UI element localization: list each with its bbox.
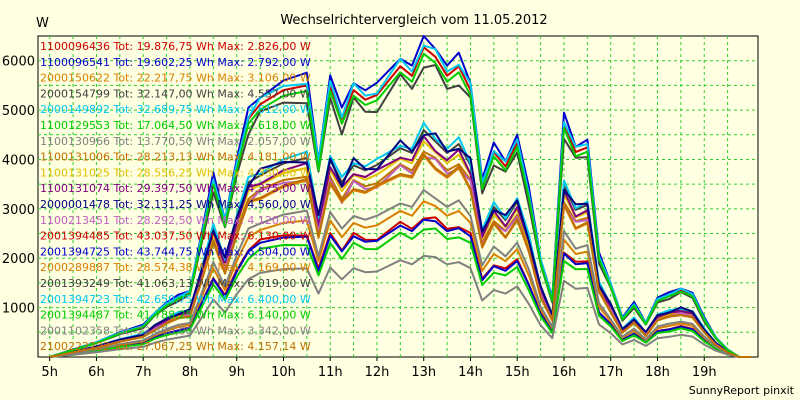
series-line-6 [49,227,751,358]
x-tick-label: 13h [411,365,436,380]
x-tick-label: 14h [458,365,483,380]
grid [37,35,759,358]
legend-entry-9: 1100131025 Tot: 28.556,25 Wh Max: 4.330,… [40,166,311,179]
legend-entry-18: 2001394487 Tot: 41.788,25 Wh Max: 6.140,… [40,309,311,322]
series-line-19 [49,189,751,358]
legend-entry-16: 2001393249 Tot: 41.063,13 Wh Max: 6.019,… [40,277,311,290]
legend-entry-12: 1100213451 Tot: 28.292,50 Wh Max: 4.120,… [40,214,311,227]
x-tick-label: 11h [318,365,343,380]
x-tick-label: 19h [692,365,717,380]
y-axis-unit: W [36,16,49,31]
legend-entry-5: 2000149892 Tot: 32.689,75 Wh Max: 4.612,… [40,103,311,116]
x-tick-label: 15h [505,365,530,380]
series-line-7 [49,254,751,358]
y-tick-label: 2000 [2,252,35,267]
x-tick-label: 18h [645,365,670,380]
x-tick-label: 17h [598,365,623,380]
legend-entry-11: 2000001478 Tot: 32.131,25 Wh Max: 4.560,… [40,198,311,211]
x-tick-label: 16h [552,365,577,380]
x-tick-label: 12h [365,365,390,380]
legend-entry-7: 1100130966 Tot: 13.770,50 Wh Max: 2.057,… [40,135,311,148]
chart-title: Wechselrichtervergleich vom 11.05.2012 [280,13,547,28]
axes: 1000 2000 3000 4000 5000 6000 5h 6h 7h 8h 9h 10h 11h… [2,55,717,380]
y-tick-label: 1000 [2,302,35,317]
series-line-11 [49,132,751,358]
x-tick-label: 7h [135,365,152,380]
x-tick-label: 10h [271,365,296,380]
legend-entry-13: 2001394485 Tot: 43.037,50 Wh Max: 6.130,… [40,230,311,243]
legend-entry-10: 1100131074 Tot: 29.397,50 Wh Max: 4.375,… [40,182,311,195]
legend-entry-6: 1100129553 Tot: 17.064,50 Wh Max: 2.618,… [40,119,311,132]
legend-entry-1: 1100096436 Tot: 19.876,75 Wh Max: 2.826,… [40,40,311,53]
y-tick-label: 6000 [2,55,35,70]
legend: 1100096436 Tot: 19.876,75 Wh Max: 2.826,… [40,40,311,353]
legend-entry-8: 1100131006 Tot: 28.213,13 Wh Max: 4.181,… [40,151,311,164]
legend-entry-4: 2000154799 Tot: 32.147,00 Wh Max: 4.557,… [40,87,311,100]
legend-entry-14: 2001394725 Tot: 43.744,75 Wh Max: 6.504,… [40,245,311,258]
plot-area [37,35,759,358]
credit-label: SunnyReport pinxit [689,384,795,397]
y-tick-label: 4000 [2,153,35,168]
y-tick-label: 3000 [2,203,35,218]
legend-entry-2: 1100096541 Tot: 19.602,25 Wh Max: 2.792,… [40,56,311,69]
x-tick-label: 6h [88,365,105,380]
legend-entry-15: 2000289887 Tot: 28.574,38 Wh Max: 4.169,… [40,261,311,274]
y-tick-label: 5000 [2,104,35,119]
legend-entry-19: 2001102358 Tot: 22.400,00 Wh Max: 3.342,… [40,324,311,337]
x-tick-label: 9h [228,365,245,380]
legend-entry-3: 2000150622 Tot: 22.217,75 Wh Max: 3.106,… [40,72,311,85]
series-line-18 [49,52,751,358]
x-tick-label: 5h [41,365,58,380]
legend-entry-20: 2100222222 Tot: 27.067,25 Wh Max: 4.157,… [40,340,311,353]
x-tick-label: 8h [182,365,199,380]
series-lines [49,35,751,358]
legend-entry-17: 2001394723 Tot: 42.650,75 Wh Max: 6.400,… [40,293,311,306]
series-line-20 [49,153,751,358]
